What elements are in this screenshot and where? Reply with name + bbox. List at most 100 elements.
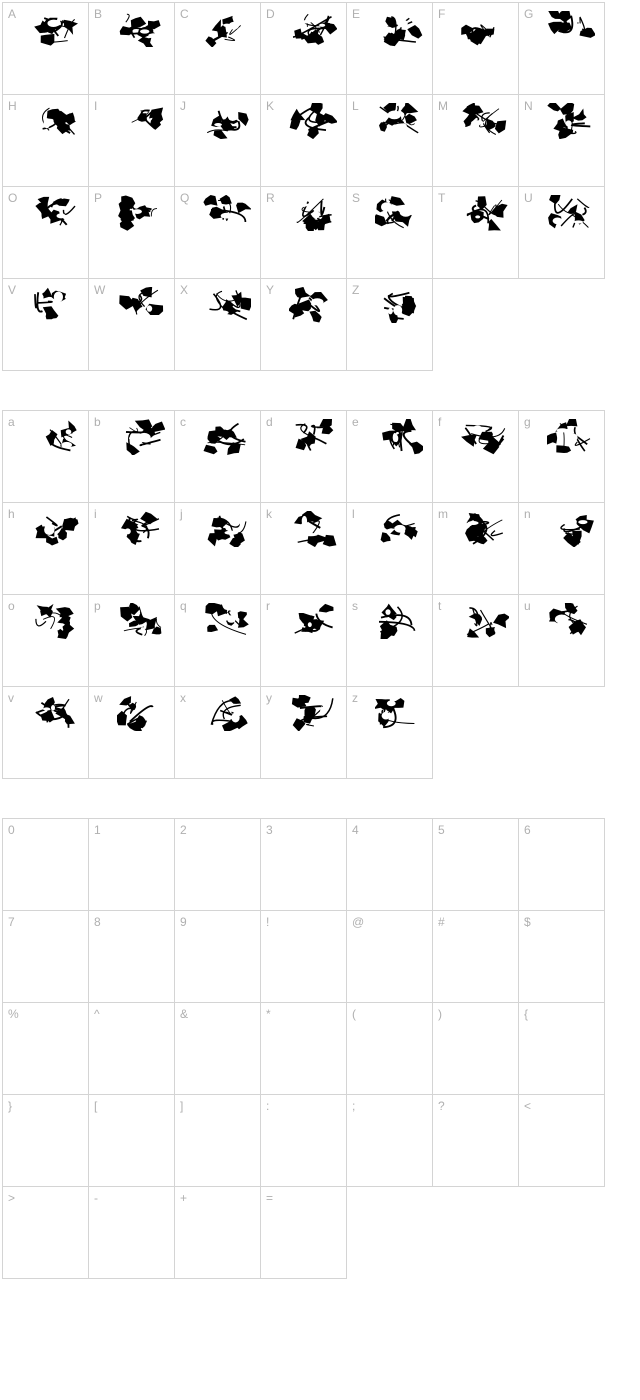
glyph-cell: j bbox=[174, 502, 261, 595]
glyph-cell: 1 bbox=[88, 818, 175, 911]
glyph-cell-label: G bbox=[524, 7, 533, 21]
glyph-icon bbox=[289, 419, 337, 455]
glyph-icon bbox=[289, 11, 337, 47]
glyph-cell: = bbox=[260, 1186, 347, 1279]
glyph-cell: 9 bbox=[174, 910, 261, 1003]
glyph-cell-label: H bbox=[8, 99, 17, 113]
glyph-icon bbox=[289, 195, 337, 231]
glyph-cell: F bbox=[432, 2, 519, 95]
section-lowercase: abcdefghijklmnopqrstuvwxyz bbox=[3, 411, 637, 779]
glyph-cell: ( bbox=[346, 1002, 433, 1095]
glyph-cell: C bbox=[174, 2, 261, 95]
glyph-cell-label: g bbox=[524, 415, 531, 429]
glyph-cell-label: F bbox=[438, 7, 445, 21]
glyph-cell: A bbox=[2, 2, 89, 95]
glyph-cell: G bbox=[518, 2, 605, 95]
glyph-icon bbox=[31, 287, 79, 323]
glyph-cell: W bbox=[88, 278, 175, 371]
glyph-cell-label: 3 bbox=[266, 823, 273, 837]
glyph-cell: ^ bbox=[88, 1002, 175, 1095]
glyph-cell: & bbox=[174, 1002, 261, 1095]
glyph-cell: ! bbox=[260, 910, 347, 1003]
glyph-cell: * bbox=[260, 1002, 347, 1095]
glyph-cell: c bbox=[174, 410, 261, 503]
glyph-cell-label: y bbox=[266, 691, 272, 705]
glyph-cell-label: $ bbox=[524, 915, 531, 929]
glyph-cell-label: n bbox=[524, 507, 531, 521]
glyph-icon bbox=[289, 511, 337, 547]
glyph-cell-label: } bbox=[8, 1099, 12, 1113]
glyph-cell: o bbox=[2, 594, 89, 687]
glyph-cell: R bbox=[260, 186, 347, 279]
glyph-cell-label: Y bbox=[266, 283, 274, 297]
glyph-cell: m bbox=[432, 502, 519, 595]
glyph-cell-label: ^ bbox=[94, 1007, 100, 1021]
glyph-cell-label: * bbox=[266, 1007, 271, 1021]
glyph-cell: N bbox=[518, 94, 605, 187]
glyph-cell-label: O bbox=[8, 191, 17, 205]
glyph-cell-label: A bbox=[8, 7, 16, 21]
glyph-cell: B bbox=[88, 2, 175, 95]
glyph-cell-label: & bbox=[180, 1007, 188, 1021]
glyph-cell-label: B bbox=[94, 7, 102, 21]
glyph-cell: O bbox=[2, 186, 89, 279]
glyph-cell: } bbox=[2, 1094, 89, 1187]
glyph-cell: n bbox=[518, 502, 605, 595]
glyph-icon bbox=[203, 419, 251, 455]
glyph-cell: d bbox=[260, 410, 347, 503]
glyph-cell-label: J bbox=[180, 99, 186, 113]
glyph-icon bbox=[31, 11, 79, 47]
glyph-icon bbox=[289, 287, 337, 323]
glyph-cell: L bbox=[346, 94, 433, 187]
glyph-cell: I bbox=[88, 94, 175, 187]
glyph-icon bbox=[31, 419, 79, 455]
glyph-cell-label: W bbox=[94, 283, 105, 297]
glyph-cell: r bbox=[260, 594, 347, 687]
glyph-cell: $ bbox=[518, 910, 605, 1003]
glyph-cell: w bbox=[88, 686, 175, 779]
glyph-cell-label: ] bbox=[180, 1099, 183, 1113]
glyph-cell: g bbox=[518, 410, 605, 503]
glyph-cell-label: 0 bbox=[8, 823, 15, 837]
glyph-cell-label: M bbox=[438, 99, 448, 113]
glyph-grid: ABCDEFGHIJKLMNOPQRSTUVWXYZ bbox=[3, 3, 637, 371]
glyph-cell: Z bbox=[346, 278, 433, 371]
glyph-cell: D bbox=[260, 2, 347, 95]
glyph-icon bbox=[375, 287, 423, 323]
glyph-cell-label: z bbox=[352, 691, 358, 705]
glyph-cell: M bbox=[432, 94, 519, 187]
glyph-cell-label: 4 bbox=[352, 823, 359, 837]
glyph-icon bbox=[31, 103, 79, 139]
glyph-cell-label: t bbox=[438, 599, 441, 613]
glyph-cell: - bbox=[88, 1186, 175, 1279]
glyph-cell: P bbox=[88, 186, 175, 279]
glyph-cell: p bbox=[88, 594, 175, 687]
glyph-cell: % bbox=[2, 1002, 89, 1095]
glyph-icon bbox=[547, 11, 595, 47]
glyph-cell-label: ? bbox=[438, 1099, 445, 1113]
glyph-cell-label: h bbox=[8, 507, 15, 521]
glyph-icon bbox=[547, 603, 595, 639]
glyph-cell-label: j bbox=[180, 507, 183, 521]
glyph-cell-label: : bbox=[266, 1099, 269, 1113]
glyph-icon bbox=[461, 603, 509, 639]
glyph-cell-label: < bbox=[524, 1099, 531, 1113]
glyph-cell-label: a bbox=[8, 415, 15, 429]
glyph-cell-label: ( bbox=[352, 1007, 356, 1021]
glyph-icon bbox=[461, 511, 509, 547]
glyph-icon bbox=[375, 603, 423, 639]
glyph-icon bbox=[375, 511, 423, 547]
glyph-cell: b bbox=[88, 410, 175, 503]
glyph-cell-label: Z bbox=[352, 283, 359, 297]
glyph-cell-label: 1 bbox=[94, 823, 101, 837]
glyph-cell-label: U bbox=[524, 191, 533, 205]
glyph-cell: H bbox=[2, 94, 89, 187]
glyph-icon bbox=[117, 103, 165, 139]
glyph-icon bbox=[375, 695, 423, 731]
glyph-cell: s bbox=[346, 594, 433, 687]
glyph-cell: T bbox=[432, 186, 519, 279]
glyph-cell-label: ) bbox=[438, 1007, 442, 1021]
glyph-cell-label: p bbox=[94, 599, 101, 613]
glyph-cell-label: f bbox=[438, 415, 441, 429]
glyph-cell: 0 bbox=[2, 818, 89, 911]
